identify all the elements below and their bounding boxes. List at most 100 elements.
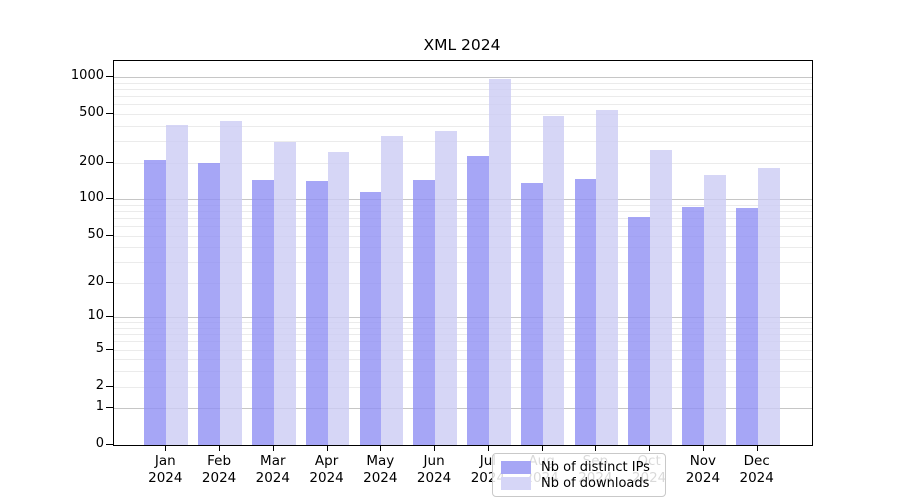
y-tick-mark	[106, 234, 113, 236]
y-tick-mark	[106, 444, 113, 445]
y-tick-label: 500	[79, 104, 104, 120]
y-tick-label: 5	[95, 340, 104, 356]
y-tick-label: 20	[87, 273, 104, 289]
plot-area: Nb of distinct IPs Nb of downloads	[113, 60, 813, 497]
x-tick-month: May	[366, 453, 395, 469]
bar	[757, 167, 780, 445]
x-tick-label: Jan 2024	[125, 453, 205, 487]
y-tick-label: 100	[79, 190, 104, 206]
x-tick-year: 2024	[255, 470, 290, 486]
x-tick-month: Dec	[743, 453, 770, 469]
x-tick-year: 2024	[363, 470, 398, 486]
bar	[650, 149, 672, 445]
legend-swatch-distinct-ips	[501, 460, 531, 474]
bar	[703, 175, 726, 445]
x-tick-month: Mar	[260, 453, 286, 469]
minor-gridline	[114, 322, 812, 324]
major-gridline	[114, 408, 812, 410]
bar	[596, 109, 619, 445]
minor-gridline	[114, 96, 812, 97]
x-tick-year: 2024	[148, 470, 183, 486]
y-tick-label: 1000	[70, 68, 104, 83]
y-tick-mark	[106, 198, 113, 200]
x-tick-label: Apr 2024	[287, 453, 367, 487]
y-tick-label: 2	[95, 377, 104, 393]
bar	[359, 191, 382, 445]
minor-gridline	[114, 334, 812, 336]
bar	[520, 183, 543, 445]
minor-gridline	[114, 113, 812, 115]
minor-gridline	[114, 371, 812, 373]
minor-gridline	[114, 328, 812, 329]
minor-gridline	[114, 210, 812, 212]
y-tick-label: 0	[95, 436, 104, 451]
bar	[628, 216, 651, 445]
major-gridline	[114, 199, 812, 201]
minor-gridline	[114, 262, 812, 264]
x-tick-label: Jun 2024	[394, 453, 474, 487]
x-tick-month: Apr	[314, 453, 339, 469]
bar	[381, 135, 404, 445]
legend-row-downloads: Nb of downloads	[501, 475, 657, 491]
x-tick-year: 2024	[685, 470, 721, 486]
y-tick-mark	[106, 112, 113, 114]
bar	[735, 207, 758, 445]
x-tick-label: Dec 2024	[717, 453, 797, 487]
gridlines	[114, 61, 812, 445]
x-tick-label: Feb 2024	[179, 453, 259, 487]
minor-gridline	[114, 104, 812, 106]
x-tick-year: 2024	[739, 470, 774, 486]
minor-gridline	[114, 359, 812, 361]
bar	[682, 207, 704, 445]
y-tick-mark	[106, 385, 113, 387]
major-gridline	[114, 77, 812, 78]
y-tick-mark	[106, 407, 113, 409]
x-tick-month: Jun	[423, 453, 445, 469]
y-tick-label: 1	[95, 399, 104, 415]
bar	[305, 180, 328, 445]
minor-gridline	[114, 162, 812, 164]
minor-gridline	[114, 125, 812, 127]
minor-gridline	[114, 282, 812, 284]
minor-gridline	[114, 235, 812, 237]
y-tick-mark	[106, 348, 113, 350]
bars-layer	[114, 61, 812, 445]
bar	[220, 121, 242, 445]
x-tick-year: 2024	[416, 470, 452, 486]
bar	[467, 156, 489, 445]
bar	[252, 180, 274, 445]
legend-label-distinct-ips: Nb of distinct IPs	[541, 459, 650, 475]
y-tick-mark	[106, 281, 113, 283]
minor-gridline	[114, 88, 812, 90]
x-tick-month: Feb	[207, 453, 232, 469]
x-tick-label: May 2024	[340, 453, 420, 487]
minor-gridline	[114, 204, 812, 206]
minor-gridline	[114, 341, 812, 343]
legend-swatch-downloads	[501, 476, 531, 490]
x-tick-year: 2024	[201, 470, 237, 486]
bar	[435, 130, 457, 445]
bar	[488, 79, 511, 445]
bar	[166, 124, 189, 445]
x-tick-year: 2024	[309, 470, 344, 486]
y-tick-mark	[106, 316, 113, 318]
bar	[574, 178, 597, 445]
y-tick-mark	[106, 76, 113, 77]
minor-gridline	[114, 386, 812, 388]
x-tick-month: Nov	[689, 453, 717, 469]
y-tick-label: 10	[87, 308, 104, 324]
bar	[542, 116, 565, 445]
legend-label-downloads: Nb of downloads	[541, 475, 650, 491]
x-tick-label: Nov 2024	[663, 453, 743, 487]
bar	[198, 162, 221, 445]
minor-gridline	[114, 141, 812, 142]
y-tick-mark	[106, 161, 113, 163]
legend-row-distinct-ips: Nb of distinct IPs	[501, 459, 657, 475]
minor-gridline	[114, 349, 812, 351]
minor-gridline	[114, 82, 812, 84]
y-tick-label: 200	[79, 153, 104, 169]
chart-title: XML 2024	[423, 36, 501, 54]
bar	[273, 141, 296, 445]
bar	[144, 160, 167, 445]
